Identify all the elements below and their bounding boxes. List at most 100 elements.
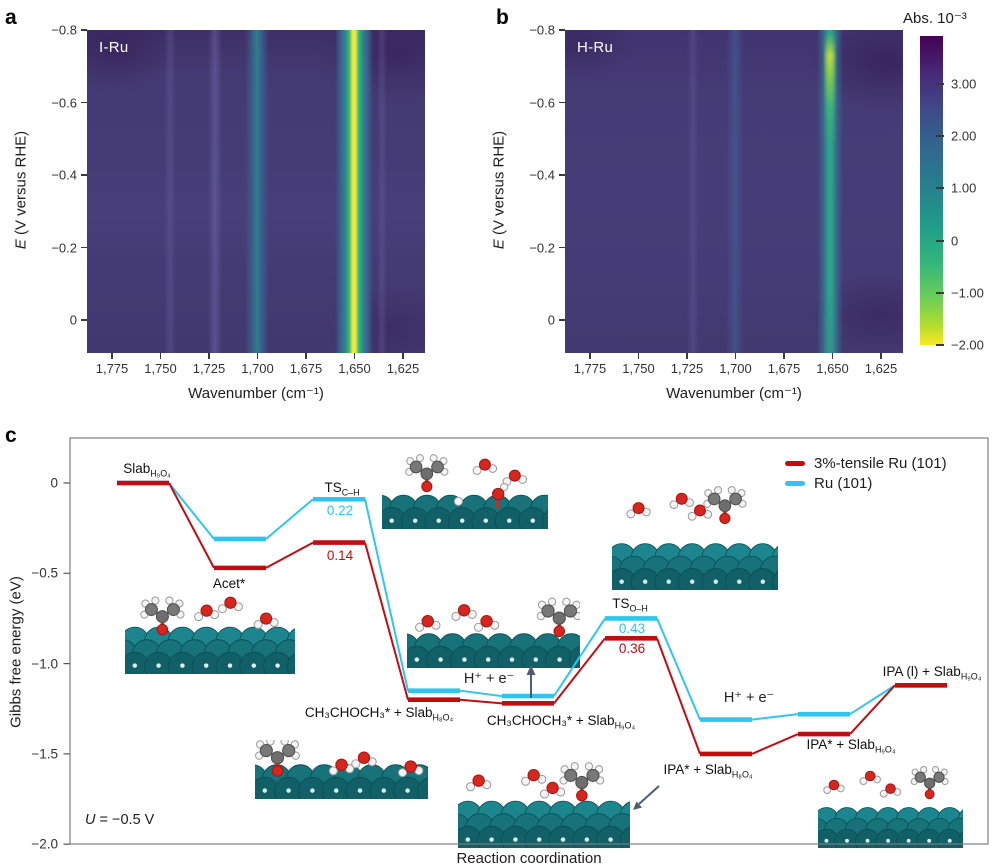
step-label-0: SlabH₉O₄ [123, 461, 171, 479]
x-tick-label-a: 1,625 [386, 361, 420, 376]
x-tick-label-a: 1,700 [241, 361, 274, 376]
c-y-tick-label: −1.0 [31, 656, 58, 672]
colorbar-tick-label: 2.00 [951, 128, 977, 144]
y-tick-label-b: −0.6 [529, 95, 555, 110]
potential-rest: = −0.5 V [95, 812, 155, 828]
y-tick-a [81, 101, 87, 104]
sample-tag-i-ru: I-Ru [99, 39, 129, 56]
x-tick-a [159, 353, 162, 359]
x-tick-label-a: 1,675 [289, 361, 323, 376]
step-label-8: IPA (l) + SlabH₉O₄ [882, 664, 982, 682]
y-tick-a [81, 29, 87, 31]
barrier-blue-1: 0.43 [618, 621, 646, 636]
y-axis-label-b: E (V versus RHE) [491, 131, 508, 249]
c-y-tick-label: −2.0 [31, 836, 58, 852]
legend-swatch-cyan [785, 481, 805, 486]
x-tick-label-b: 1,675 [767, 361, 801, 376]
c-y-tick-label: −0.5 [31, 565, 58, 581]
colorbar-tick [936, 83, 944, 85]
legend-label-tensile-ru: 3%-tensile Ru (101) [814, 455, 947, 472]
legend-item-tensile-ru: 3%-tensile Ru (101) [785, 455, 947, 472]
colorbar-tick-label: 1.00 [951, 180, 977, 196]
x-tick-a [208, 353, 210, 359]
x-tick-label-b: 1,750 [622, 361, 655, 376]
sample-tag-h-ru: H-Ru [577, 39, 614, 56]
y-axis-label-a: E (V versus RHE) [13, 131, 30, 249]
proton-electron-label-0: H⁺ + e⁻ [463, 671, 515, 687]
y-axis-label-a-rest: (V versus RHE) [12, 130, 30, 240]
proton-electron-label-1: H⁺ + e⁻ [723, 690, 775, 706]
band-1650-bright-top [823, 30, 837, 353]
y-tick-b [559, 101, 565, 104]
legend-swatch-red [785, 461, 805, 466]
y-tick-label-a: −0.2 [51, 240, 77, 255]
y-tick-b [559, 246, 565, 249]
colorbar-tick [936, 240, 944, 242]
y-tick-a [81, 246, 87, 249]
y-tick-b [559, 29, 565, 31]
y-tick-label-b: −0.8 [529, 22, 555, 38]
x-tick-label-a: 1,775 [95, 361, 129, 376]
molecule-ipa-ts-structure [458, 757, 630, 848]
colorbar-tick [936, 187, 944, 189]
x-tick-b [637, 353, 640, 359]
colorbar-tick [936, 292, 944, 294]
y-tick-label-b: −0.4 [529, 167, 555, 183]
x-tick-label-b: 1,775 [573, 361, 607, 376]
x-tick-a [305, 353, 307, 359]
molecule-ch3choch3-slab-structure [255, 740, 428, 799]
x-tick-label-a: 1,750 [144, 361, 177, 376]
c-y-tick-label: 0 [50, 475, 58, 491]
x-tick-label-b: 1,625 [864, 361, 898, 376]
molecule-ch3choch3-structure [407, 590, 580, 668]
y-axis-label-c: Gibbs free energy (eV) [7, 576, 25, 728]
panel-a-letter: a [5, 6, 17, 29]
y-tick-label-b: 0 [547, 312, 555, 328]
colorbar-title: Abs. 10⁻³ [903, 10, 967, 27]
colorbar-tick [936, 344, 944, 346]
barrier-red-0: 0.14 [326, 548, 354, 563]
y-axis-label-b-var: E [490, 239, 508, 250]
step-label-1: Acet* [212, 576, 246, 591]
colorbar [920, 36, 943, 345]
band-1722 [208, 30, 222, 353]
barrier-red-1: 0.36 [618, 641, 646, 656]
heatmap-i-ru: I-Ru [87, 30, 425, 353]
step-label-6: IPA* + SlabH₈O₄ [663, 762, 753, 780]
x-tick-label-b: 1,650 [816, 361, 849, 376]
colorbar-tick-label: −1.00 [951, 285, 984, 301]
band-1722 [687, 30, 699, 353]
x-axis-label-c: Reaction coordination [456, 850, 602, 867]
x-tick-b [589, 353, 591, 359]
x-tick-b [880, 353, 882, 359]
step-label-2: TSC–H [324, 480, 360, 498]
x-tick-b [686, 353, 688, 359]
x-axis-label-a: Wavenumber (cm⁻¹) [188, 385, 324, 402]
x-tick-a [256, 353, 259, 359]
colorbar-tick-label: −2.00 [951, 337, 984, 353]
band-1650-strong [335, 30, 373, 353]
legend-item-ru: Ru (101) [785, 475, 872, 492]
band-1700 [726, 30, 744, 353]
panel-c-letter: c [5, 424, 17, 447]
x-tick-a [402, 353, 404, 359]
y-tick-a [81, 319, 87, 321]
applied-potential-label: U = −0.5 V [85, 812, 154, 828]
y-tick-label-a: −0.4 [51, 167, 77, 183]
x-tick-label-b: 1,725 [670, 361, 704, 376]
c-y-tick-label: −1.5 [31, 746, 58, 762]
y-tick-label-a: −0.8 [51, 22, 77, 38]
y-axis-label-b-rest: (V versus RHE) [490, 130, 508, 240]
band-minor [377, 30, 387, 353]
x-tick-label-b: 1,700 [719, 361, 752, 376]
x-tick-b [783, 353, 785, 359]
molecule-ts-ch-structure [382, 437, 548, 529]
potential-var: U [85, 812, 96, 828]
x-tick-label-a: 1,725 [192, 361, 226, 376]
molecule-ipa-final-structure [818, 758, 963, 848]
colorbar-tick-label: 3.00 [951, 76, 977, 92]
barrier-blue-0: 0.22 [326, 503, 354, 518]
x-tick-b [734, 353, 737, 359]
x-tick-a [353, 353, 356, 359]
